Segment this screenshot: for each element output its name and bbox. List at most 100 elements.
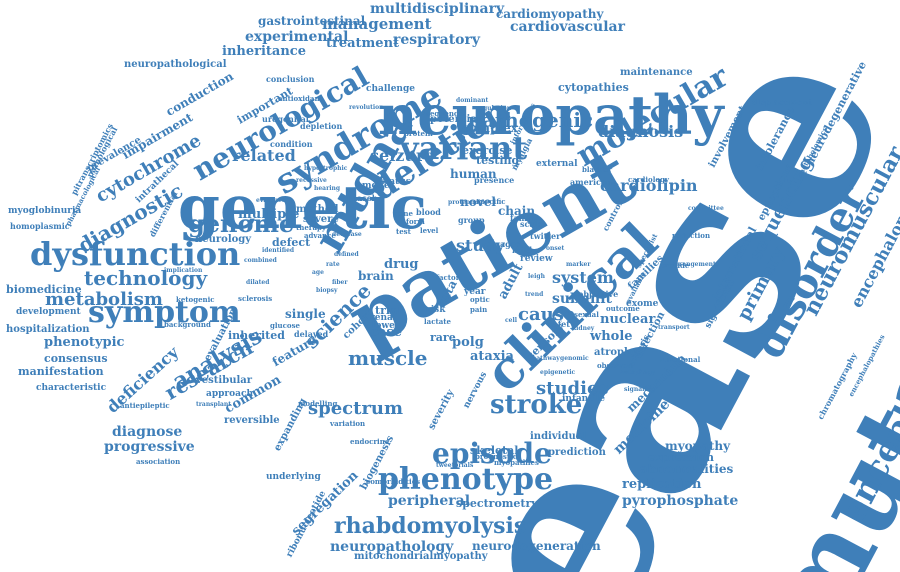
cloud-word-group: group [458, 215, 485, 225]
cloud-word-trial: trial [375, 304, 402, 317]
cloud-word-whole: whole [590, 329, 633, 344]
cloud-word-episode: episode [432, 437, 552, 470]
cloud-word-decrease: decrease [332, 231, 362, 238]
cloud-word-pathogenic: pathogenic [468, 108, 594, 132]
cloud-word-leigh: leigh [528, 273, 545, 280]
cloud-word-depletion: depletion [300, 121, 343, 131]
cloud-word-therapy: therapy [296, 223, 326, 232]
cloud-word-cardiovascular: cardiovascular [510, 19, 625, 35]
cloud-word-case: case [370, 325, 402, 340]
cloud-word-inherited: inherited [228, 329, 285, 342]
cloud-word-characteristic: characteristic [36, 383, 107, 393]
cloud-word-specific: specific [476, 197, 506, 206]
cloud-word-cardiomyopathy: cardiomyopathy [496, 7, 604, 21]
cloud-word-mild: mild [512, 245, 533, 255]
cloud-word-hypertrophic: hypertrophic [304, 165, 348, 172]
cloud-word-genomic: genomic [560, 355, 589, 362]
cloud-word-prediction: prediction [548, 447, 606, 458]
cloud-word-gene: gene [394, 209, 413, 218]
cloud-word-genetic: genetic [178, 173, 427, 243]
cloud-word-stroke: stroke [490, 390, 583, 420]
cloud-word-exercise: exercise [462, 144, 513, 157]
cloud-word-skeletal: skeletal [470, 444, 519, 457]
cloud-word-spectrometry: spectrometry [456, 497, 538, 510]
cloud-word-prognostic: prognostic [475, 452, 517, 461]
cloud-word-risk: risk [426, 305, 446, 315]
cloud-word-single: single [285, 307, 326, 321]
cloud-word-optic: optic [470, 295, 490, 304]
cloud-word-defined: defined [334, 251, 359, 258]
cloud-word-marker: marker [566, 261, 591, 268]
cloud-word-genome: genome [188, 209, 295, 238]
cloud-word-epigenetic: epigenetic [540, 369, 576, 376]
cloud-word-cardiology: cardiology [628, 175, 669, 184]
cloud-word-evidence: evidence [256, 197, 286, 204]
cloud-word-identified: identified [262, 247, 295, 254]
cloud-word-diagnosis: diagnosis [598, 122, 684, 141]
cloud-word-homoplasmic: homoplasmic [10, 221, 70, 231]
cloud-word-transplant: transplant [196, 401, 232, 408]
cloud-word-autophagy: autophagy [620, 369, 656, 376]
cloud-word-brain: brain [358, 269, 394, 283]
cloud-word-seizure: seizure [370, 146, 435, 165]
cloud-word-gastrointestinal: gastrointestinal [258, 14, 366, 28]
cloud-word-form: form [406, 217, 425, 226]
cloud-word-displacement: displacement [752, 97, 812, 107]
cloud-word-neuropathology: neuropathology [330, 539, 454, 555]
cloud-word-endocrine: endocrine [350, 437, 390, 446]
cloud-word-dominant: dominant [456, 97, 489, 104]
cloud-word-neuropathological: neuropathological [124, 59, 227, 70]
cloud-word-biopsy: biopsy [316, 287, 338, 294]
cloud-word-ataxia: ataxia [470, 349, 514, 364]
cloud-word-method: method [296, 204, 339, 215]
cloud-word-treatment: treatment [326, 36, 400, 51]
cloud-word-cell: cell [505, 317, 518, 324]
cloud-word-age: age [312, 269, 324, 276]
cloud-word-hearing: hearing [314, 185, 341, 192]
cloud-word-onset: onset [546, 245, 565, 252]
cloud-word-abnormalities: abnormalities [640, 462, 734, 476]
cloud-word-arrangements: arrangements [672, 261, 720, 268]
cloud-word-safety: safety [548, 319, 575, 329]
cloud-word-renal: renal [370, 313, 397, 323]
cloud-word-maintenance: maintenance [620, 67, 693, 78]
cloud-word-system: system [552, 268, 614, 287]
cloud-word-signaling: signaling [624, 386, 656, 393]
cloud-word-myopathy: myopathy [665, 439, 731, 453]
cloud-word-modelling: modelling [298, 399, 338, 408]
cloud-word-experimental: experimental [245, 29, 349, 45]
cloud-word-studies: studies [536, 378, 609, 399]
cloud-word-protein: protein [404, 129, 433, 138]
cloud-word-year: year [464, 287, 486, 297]
cloud-word-bladder: bladder [582, 165, 613, 174]
cloud-word-subunit: subunit [552, 291, 612, 307]
cloud-word-atrophy: atrophy [594, 347, 638, 358]
cloud-word-scale: scale [520, 219, 543, 229]
cloud-word-delayed: delayed [294, 329, 329, 339]
cloud-word-nuclear: nuclear [600, 312, 656, 327]
cloud-word-rate: rate [326, 261, 340, 268]
cloud-word-respiratory: respiratory [393, 32, 481, 48]
cloud-word-condition: condition [270, 139, 313, 149]
cloud-word-manifestation: manifestation [18, 365, 104, 378]
cloud-word-hospitalization: hospitalization [6, 324, 90, 335]
cloud-word-rhabdomyolysis: rhabdomyolysis [334, 513, 527, 539]
cloud-word-outcome: outcome [606, 304, 640, 313]
cloud-word-trend: trend [525, 291, 544, 298]
cloud-word-phenotypic: phenotypic [44, 335, 125, 350]
cloud-word-neurology: neurology [195, 234, 252, 245]
cloud-word-muscle: muscle [348, 346, 428, 370]
cloud-word-kidney: kidney [572, 325, 595, 332]
cloud-word-revolution: revolution [349, 104, 384, 111]
cloud-word-external: external [536, 159, 578, 169]
cloud-word-glucose: glucose [270, 321, 300, 330]
cloud-word-chain: chain [498, 204, 536, 218]
cloud-word-dilated: dilated [246, 279, 270, 286]
cloud-word-progressive: progressive [104, 439, 195, 455]
cloud-word-cardiolipin: cardiolipin [600, 176, 698, 195]
cloud-word-model: model [362, 181, 393, 191]
cloud-word-development: development [16, 307, 81, 317]
cloud-word-family: family [510, 213, 538, 223]
cloud-word-symptom: symptom [88, 295, 241, 330]
